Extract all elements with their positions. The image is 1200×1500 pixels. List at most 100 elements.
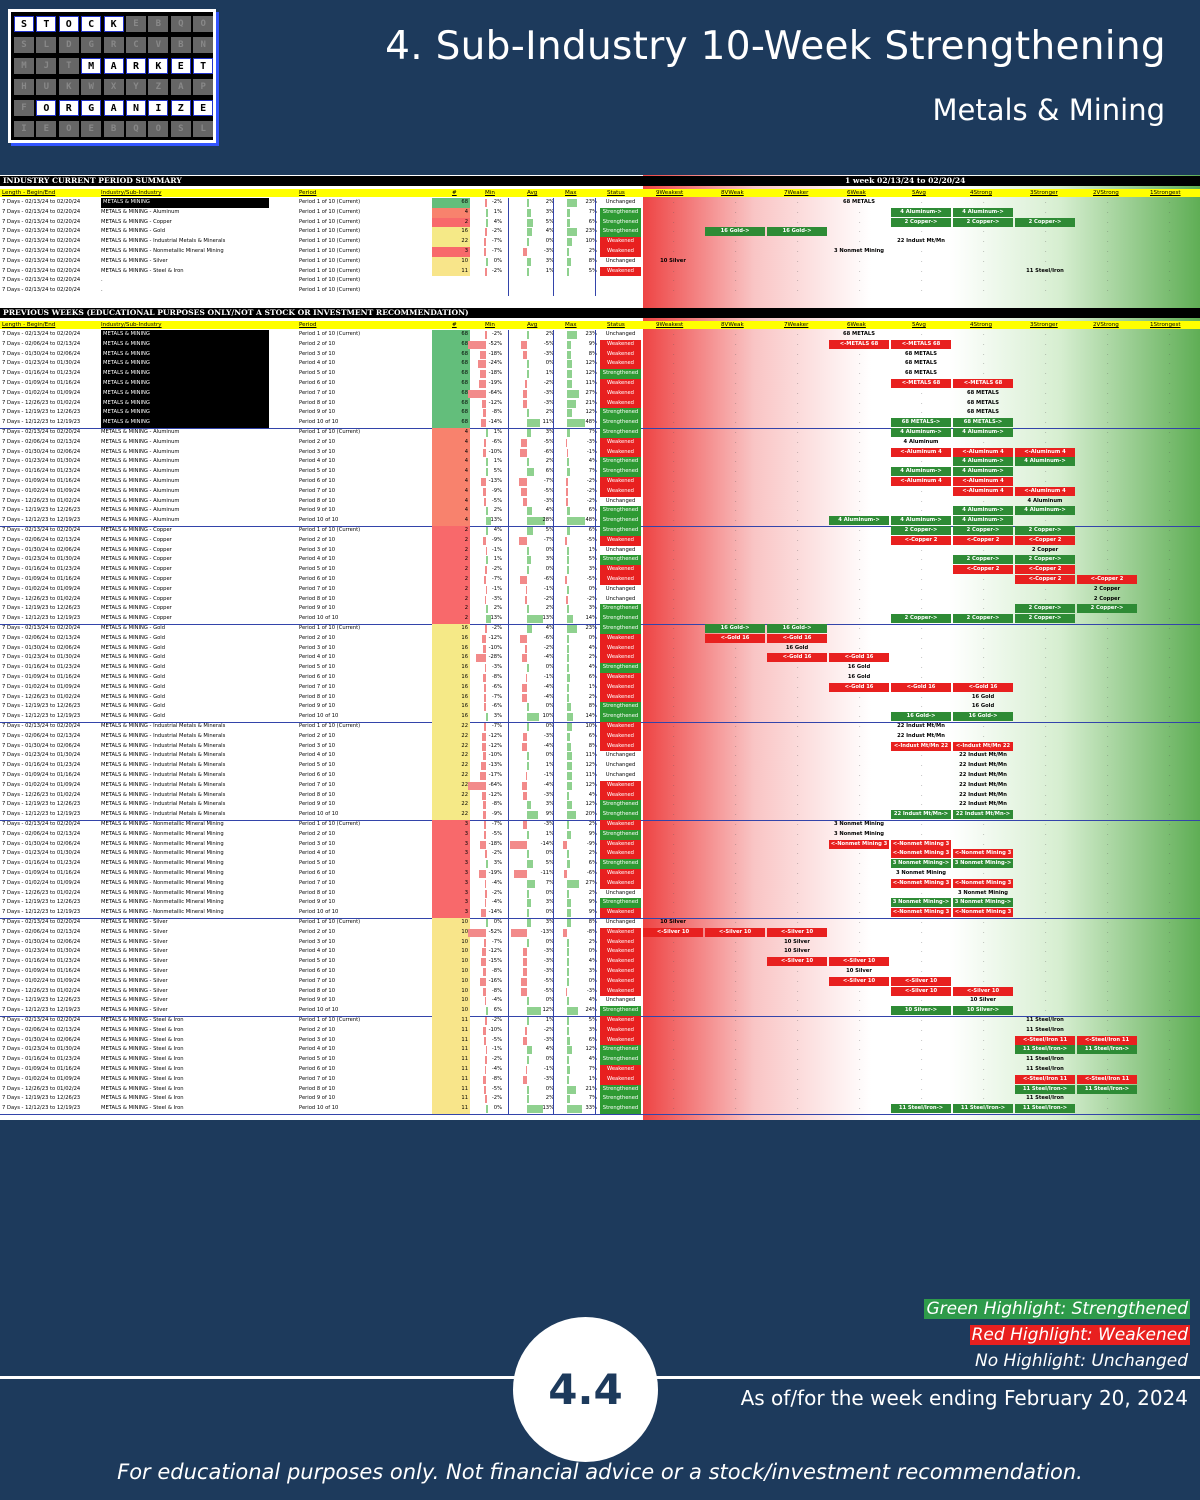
row-length: 7 Days - 02/13/24 to 02/20/24 [2, 723, 81, 729]
row-industry: METALS & MINING [101, 398, 269, 409]
empty-cell-dot: . [1107, 527, 1109, 533]
data-bar [567, 248, 569, 256]
row-avg: 6% [545, 468, 554, 475]
row-period: Period 6 of 10 [299, 576, 336, 582]
empty-cell-dot: . [1169, 517, 1171, 524]
empty-cell-dot: . [1107, 438, 1109, 445]
empty-cell-dot: . [673, 399, 675, 406]
logo-tile: J [36, 58, 57, 74]
data-bar [522, 742, 527, 751]
row-length: 7 Days - 01/16/24 to 01/23/24 [2, 370, 81, 377]
empty-cell-dot: . [673, 370, 675, 377]
row-max: -6% [586, 870, 597, 876]
row-count: 10 [432, 976, 470, 987]
empty-cell-dot: . [1169, 683, 1171, 690]
row-length: 7 Days - 01/16/24 to 01/23/24 [2, 1056, 81, 1063]
empty-cell-dot: . [1107, 199, 1109, 205]
strength-cell: 10 Silver [660, 257, 686, 264]
empty-cell-dot: . [673, 821, 675, 827]
empty-cell-dot: . [983, 644, 985, 651]
row-count: 11 [432, 1055, 470, 1065]
row-status: Unchanged [605, 889, 636, 896]
empty-cell-dot: . [921, 277, 923, 284]
row-status: Weakened [600, 692, 641, 703]
table-row: 7 Days - 01/09/24 to 01/16/24 METALS & MI… [0, 1065, 1200, 1075]
data-bar [527, 703, 529, 712]
empty-cell-dot: . [1107, 742, 1109, 749]
empty-cell-dot: . [859, 1075, 861, 1082]
row-industry: METALS & MINING - Copper [101, 556, 172, 563]
empty-cell-dot: . [1169, 448, 1171, 455]
row-min: -7% [491, 723, 502, 729]
row-period: Period 2 of 10 [299, 1026, 336, 1033]
data-bar [567, 703, 571, 712]
empty-cell-dot: . [921, 287, 923, 294]
row-period: Period 6 of 10 [299, 1066, 336, 1072]
empty-cell-dot: . [1107, 1056, 1109, 1063]
column-header: Min [485, 322, 495, 328]
empty-cell-dot: . [921, 248, 923, 254]
empty-cell-dot: . [1169, 1056, 1171, 1063]
strength-cell-weakened: <-Gold 16 [767, 653, 827, 663]
empty-cell-dot: . [1107, 860, 1109, 867]
empty-cell-dot: . [1045, 199, 1047, 205]
row-industry: METALS & MINING - Gold [101, 674, 166, 680]
logo-tile: X [103, 79, 124, 95]
empty-cell-dot: . [735, 595, 737, 602]
empty-cell-dot: . [673, 713, 675, 720]
data-bar [566, 595, 568, 604]
table-row: 7 Days - 12/26/23 to 01/02/24 METALS & MI… [0, 1084, 1200, 1095]
row-length: 7 Days - 02/13/24 to 02/20/24 [2, 919, 81, 925]
row-count: 16 [432, 702, 470, 713]
strength-cell-strengthened: 4 Aluminum-> [953, 506, 1013, 516]
row-avg: -4% [543, 683, 554, 690]
empty-cell-dot: . [1169, 199, 1171, 205]
empty-cell-dot: . [1045, 238, 1047, 245]
table-row: 7 Days - 01/09/24 to 01/16/24 METALS & MI… [0, 379, 1200, 389]
row-period: Period 7 of 10 [299, 389, 336, 396]
empty-cell-dot: . [735, 517, 737, 524]
empty-cell-dot: . [797, 267, 799, 274]
row-min: 2% [493, 507, 502, 514]
data-bar [485, 566, 487, 575]
row-max: 10% [585, 238, 597, 245]
legend-weakened: Red Highlight: Weakened [969, 1325, 1190, 1345]
strength-cell-weakened: <-Aluminum 4 [1015, 486, 1075, 496]
logo-tile: B [103, 121, 124, 137]
strength-cell-strengthened: 2 Copper-> [953, 614, 1013, 624]
row-min: 2% [493, 605, 502, 612]
empty-cell-dot: . [859, 909, 861, 916]
empty-cell-dot: . [1169, 1105, 1171, 1112]
row-industry: METALS & MINING - Gold [101, 654, 166, 661]
row-avg: -5% [543, 977, 554, 984]
strength-cell-strengthened: 22 Indust Mt/Mn-> [953, 810, 1013, 820]
column-header: Length - Begin/End [2, 322, 56, 328]
row-status: Weakened [600, 741, 641, 752]
data-bar [485, 1056, 487, 1065]
empty-cell-dot: . [797, 380, 799, 386]
empty-cell-dot: . [983, 438, 985, 445]
empty-cell-dot: . [859, 899, 861, 906]
empty-cell-dot: . [1169, 977, 1171, 984]
empty-cell-dot: . [673, 527, 675, 533]
strength-cell-weakened: <-Nonmet Mining 3 [891, 878, 951, 888]
empty-cell-dot: . [983, 958, 985, 965]
data-bar [484, 997, 487, 1006]
table-row: 7 Days - 12/19/23 to 12/26/23 METALS & MI… [0, 1094, 1200, 1105]
empty-cell-dot: . [673, 277, 675, 284]
row-min: -52% [488, 928, 502, 935]
empty-cell-dot: . [983, 350, 985, 357]
data-bar [527, 801, 531, 810]
data-bar [564, 870, 567, 878]
column-divider [553, 198, 554, 296]
row-period: Period 7 of 10 [299, 1075, 336, 1082]
strength-cell-strengthened: 11 Steel/Iron-> [1015, 1045, 1075, 1055]
data-bar [567, 267, 570, 276]
row-max: 0% [588, 977, 597, 984]
row-period: Period 6 of 10 [299, 870, 336, 876]
data-bar [563, 928, 567, 937]
empty-cell-dot: . [1169, 625, 1171, 631]
empty-cell-dot: . [735, 546, 737, 553]
table-row: 7 Days - 12/19/23 to 12/26/23 METALS & MI… [0, 800, 1200, 811]
row-period: Period 1 of 10 (Current) [299, 267, 361, 274]
